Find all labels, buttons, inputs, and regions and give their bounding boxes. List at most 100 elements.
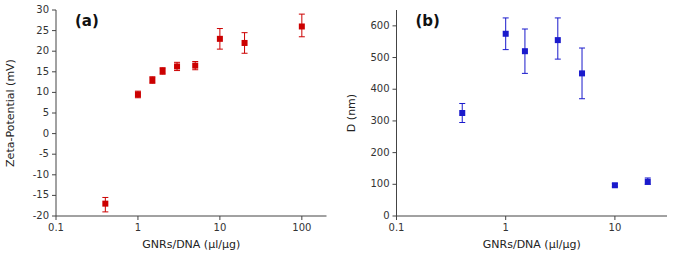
x-tick [219,216,220,220]
error-bar [102,197,108,211]
error-cap [174,70,180,71]
x-tick-label: 100 [292,222,311,233]
y-tick-label: 5 [43,107,49,118]
error-cap [645,177,651,178]
y-tick-label: -20 [33,210,49,221]
x-axis-label: GNRs/DNA (μl/μg) [483,238,581,251]
error-cap [242,53,248,54]
x-tick-label: 10 [214,222,227,233]
error-cap [579,48,585,49]
y-tick [52,195,56,196]
panel-label: (a) [75,12,99,30]
y-tick-label: -10 [33,169,49,180]
marks [459,18,651,188]
error-bar [192,62,198,70]
error-cap [102,197,108,198]
y-tick-label: 200 [370,147,389,158]
point [242,40,248,46]
panel-label: (b) [415,12,439,30]
error-cap [555,17,561,18]
point [217,36,223,42]
y-tick [52,174,56,175]
point [149,77,155,83]
y-axis-label: D (nm) [345,94,358,132]
y-tick-label: -15 [33,189,49,200]
point [174,63,180,69]
chart-canvas: -20-15-10-50510152025300.1110100GNRs/DNA… [0,0,681,254]
error-bar [522,29,528,73]
error-cap [174,62,180,63]
error-cap [102,211,108,212]
point [522,48,528,54]
y-tick [52,30,56,31]
error-bar [135,91,141,98]
y-tick [52,92,56,93]
error-cap [459,122,465,123]
panel: 0 100 200 300 400 500 600 0.1 1 10 GNRs/DNA (μl/μg… [345,10,668,251]
y-tick-label: 20 [36,45,49,56]
y-tick [393,184,397,185]
y-tick-label: 30 [36,4,49,15]
error-bar [503,18,509,50]
point [192,63,198,69]
point [135,91,141,97]
error-cap [579,98,585,99]
y-tick-label: 10 [36,86,49,97]
y-axis-line [396,10,397,216]
panel: -20-15-10-50510152025300.1110100GNRs/DNA… [4,4,327,251]
point [299,23,305,29]
y-tick [393,89,397,90]
y-tick [52,51,56,52]
y-tick [52,216,56,217]
error-bar [459,103,465,122]
y-tick-label: 0 [383,210,389,221]
error-cap [522,73,528,74]
y-axis-label: Zeta-Potential (mV) [4,59,17,167]
y-tick-label: 25 [36,25,49,36]
x-tick [505,216,506,220]
x-tick-label: 0.1 [48,222,64,233]
error-cap [242,32,248,33]
x-tick-label: 10 [609,222,622,233]
error-bar [149,77,155,84]
error-bar [174,62,180,70]
x-tick-label: 1 [135,222,141,233]
point [645,179,651,185]
y-tick [393,120,397,121]
x-tick [396,216,397,220]
x-tick [137,216,138,220]
y-tick [393,25,397,26]
error-bar [579,48,585,99]
y-tick-label: 500 [370,52,389,63]
y-tick-label: 600 [370,20,389,31]
error-bar [160,68,166,75]
y-tick [52,133,56,134]
point [459,110,465,116]
error-cap [217,28,223,29]
x-tick-label: 1 [503,222,509,233]
error-bar [555,18,561,59]
error-cap [503,17,509,18]
error-cap [192,69,198,70]
error-cap [217,49,223,50]
error-bar [299,14,305,37]
y-tick [52,71,56,72]
y-tick-label: 300 [370,115,389,126]
x-axis-line [397,216,668,217]
error-bar [242,33,248,54]
x-tick [56,216,57,220]
error-cap [459,103,465,104]
x-tick-label: 0.1 [389,222,405,233]
x-axis-label: GNRs/DNA (μl/μg) [142,238,240,251]
x-tick [614,216,615,220]
error-cap [299,36,305,37]
point [503,31,509,37]
point [579,70,585,76]
y-tick-label: 100 [370,178,389,189]
y-tick [393,216,397,217]
point [612,182,618,188]
error-cap [555,59,561,60]
y-tick-label: 400 [370,83,389,94]
error-bar [217,29,223,50]
y-tick [52,10,56,11]
